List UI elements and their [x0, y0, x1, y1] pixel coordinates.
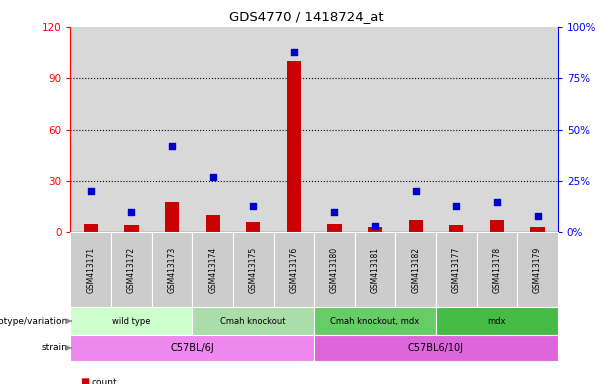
Bar: [368, 227, 382, 232]
Bar: [124, 225, 139, 232]
Text: GSM413173: GSM413173: [167, 247, 177, 293]
Bar: [205, 215, 219, 232]
Point: [451, 202, 461, 209]
Text: C57BL/6J: C57BL/6J: [170, 343, 214, 353]
Point: [167, 143, 177, 149]
Text: GSM413179: GSM413179: [533, 247, 542, 293]
Bar: [327, 224, 341, 232]
Bar: [409, 220, 423, 232]
Text: GSM413172: GSM413172: [127, 247, 136, 293]
Point: [126, 209, 136, 215]
Point: [492, 199, 502, 205]
Text: GSM413175: GSM413175: [249, 247, 257, 293]
Text: Cmah knockout, mdx: Cmah knockout, mdx: [330, 316, 420, 326]
Text: GSM413177: GSM413177: [452, 247, 461, 293]
Point: [208, 174, 218, 180]
Point: [86, 188, 96, 194]
Text: GSM413176: GSM413176: [289, 247, 299, 293]
Bar: [490, 220, 504, 232]
Text: GDS4770 / 1418724_at: GDS4770 / 1418724_at: [229, 10, 384, 23]
Bar: [449, 225, 463, 232]
Text: GSM413178: GSM413178: [492, 247, 501, 293]
Text: count: count: [92, 377, 118, 384]
Text: GSM413174: GSM413174: [208, 247, 217, 293]
Point: [533, 213, 543, 219]
Text: wild type: wild type: [112, 316, 151, 326]
Bar: [246, 222, 261, 232]
Text: strain: strain: [42, 343, 67, 353]
Bar: [530, 227, 544, 232]
Point: [330, 209, 340, 215]
Text: Cmah knockout: Cmah knockout: [221, 316, 286, 326]
Bar: [287, 61, 301, 232]
Text: GSM413181: GSM413181: [371, 247, 379, 293]
Point: [370, 223, 380, 229]
Text: mdx: mdx: [488, 316, 506, 326]
Bar: [165, 202, 179, 232]
Text: GSM413182: GSM413182: [411, 247, 420, 293]
Point: [289, 48, 299, 55]
Text: C57BL6/10J: C57BL6/10J: [408, 343, 464, 353]
Text: ■: ■: [80, 377, 89, 384]
Bar: [84, 224, 98, 232]
Text: GSM413180: GSM413180: [330, 247, 339, 293]
Point: [411, 188, 421, 194]
Text: GSM413171: GSM413171: [86, 247, 95, 293]
Point: [248, 202, 258, 209]
Text: genotype/variation: genotype/variation: [0, 316, 67, 326]
